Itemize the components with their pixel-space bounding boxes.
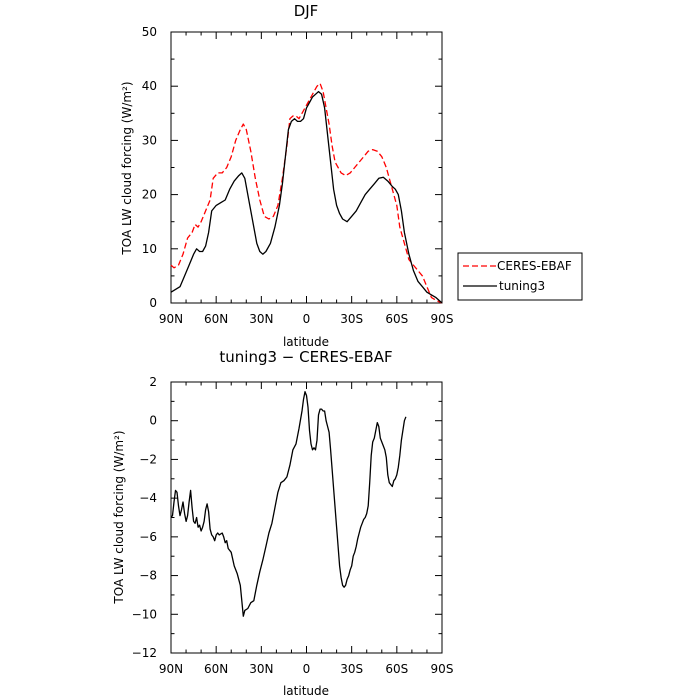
- bottom-panel-ylabel: TOA LW cloud forcing (W/m²): [112, 430, 126, 604]
- y-tick-label: −10: [132, 607, 157, 621]
- x-tick-label: 90N: [159, 662, 183, 676]
- series-line-tuning3-ceres-ebaf: [170, 391, 407, 617]
- x-tick-label: 0: [303, 312, 311, 326]
- legend-box: [457, 252, 583, 301]
- plot-frame: [170, 31, 443, 304]
- y-tick-label: 30: [142, 133, 157, 147]
- y-tick-label: −12: [132, 646, 157, 660]
- legend-label-tuning3: tuning3: [499, 279, 545, 293]
- bottom-panel-xlabel: latitude: [283, 684, 329, 698]
- x-tick-label: 60S: [385, 312, 408, 326]
- y-tick-label: −4: [139, 491, 157, 505]
- plot-frame: [170, 381, 443, 654]
- y-tick-label: −6: [139, 530, 157, 544]
- y-tick-label: 40: [142, 79, 157, 93]
- x-tick-label: 0: [303, 662, 311, 676]
- bottom-panel-title: tuning3 − CERES-EBAF: [219, 348, 392, 366]
- x-tick-label: 30S: [340, 312, 363, 326]
- y-tick-label: 50: [142, 25, 157, 39]
- x-tick-label: 30S: [340, 662, 363, 676]
- y-tick-label: −8: [139, 569, 157, 583]
- top-panel-ylabel: TOA LW cloud forcing (W/m²): [120, 81, 134, 255]
- series-line-ceres-ebaf: [170, 82, 443, 304]
- y-tick-label: 2: [149, 375, 157, 389]
- y-tick-label: 0: [149, 296, 157, 310]
- top-panel-title: DJF: [294, 2, 319, 20]
- top-panel: DJF latitude TOA LW cloud forcing (W/m²)…: [120, 2, 453, 349]
- y-tick-label: 20: [142, 188, 157, 202]
- x-tick-label: 90N: [159, 312, 183, 326]
- bottom-panel: tuning3 − CERES-EBAF latitude TOA LW clo…: [112, 348, 453, 698]
- legend-label-ceres-ebaf: CERES-EBAF: [497, 259, 572, 273]
- x-tick-label: 90S: [431, 662, 454, 676]
- series-line-tuning3: [170, 90, 443, 304]
- y-tick-label: 10: [142, 242, 157, 256]
- top-panel-xlabel: latitude: [283, 335, 329, 349]
- x-tick-label: 90S: [431, 312, 454, 326]
- x-tick-label: 60S: [385, 662, 408, 676]
- x-tick-label: 30N: [249, 662, 273, 676]
- x-tick-label: 30N: [249, 312, 273, 326]
- x-tick-label: 60N: [204, 312, 228, 326]
- x-tick-label: 60N: [204, 662, 228, 676]
- y-tick-label: −2: [139, 452, 157, 466]
- y-tick-label: 0: [149, 414, 157, 428]
- legend: CERES-EBAF tuning3: [457, 252, 583, 301]
